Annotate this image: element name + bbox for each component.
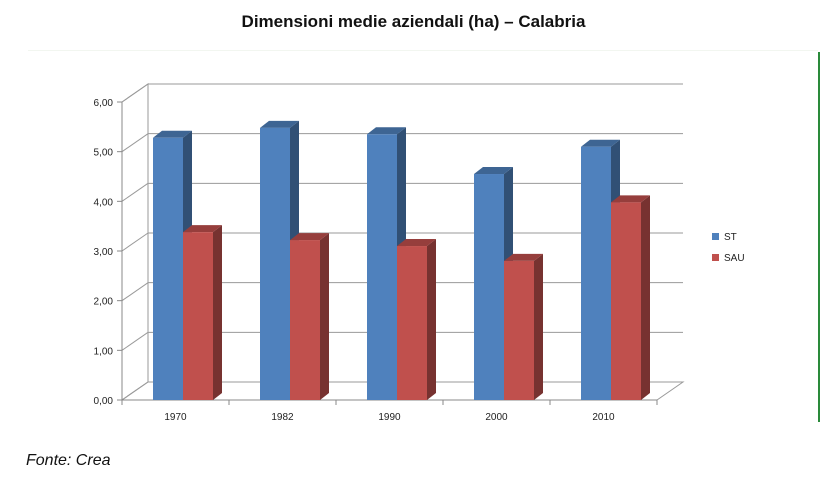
bar-front [397,246,427,400]
legend-swatch-st [712,233,719,240]
y-tick-label: 1,00 [94,346,114,357]
bar-top [474,167,513,175]
x-axis: 1970 1982 1990 2000 2010 [121,399,658,423]
bar-top [183,225,222,233]
bar-top [397,239,436,247]
gridline-side [121,381,149,401]
gridline-side [121,83,149,103]
chart-title: Dimensioni medie aziendali (ha) – Calabr… [241,12,586,31]
bar-sau-1990 [397,239,436,400]
y-axis: 0,00 1,00 2,00 3,00 4,00 5,00 6,00 [94,98,123,407]
bar-side [213,225,222,400]
bar-sau-2010 [611,195,650,400]
bar-sau-2000 [504,253,543,400]
top-divider [28,50,818,51]
x-tick-label: 1990 [378,412,401,423]
legend-label-st: ST [724,232,737,243]
x-tick-label: 2010 [592,412,615,423]
bar-side [427,239,436,400]
right-border-line [818,52,820,422]
bar-front [290,240,320,400]
bar-sau-1982 [290,233,329,400]
gridline-side [121,282,149,302]
bar-side [534,253,543,400]
y-tick-label: 2,00 [94,297,114,308]
bar-top [611,195,650,203]
gridline-side [121,331,149,351]
bar-top [260,120,299,128]
bar-front [504,260,534,400]
bar-top [290,233,329,241]
x-tick-label: 1970 [164,412,187,423]
bar-side [641,195,650,400]
y-tick-label: 6,00 [94,98,114,109]
source-note: Fonte: Crea [26,452,111,469]
y-tick-label: 0,00 [94,396,114,407]
x-tick-label: 1982 [271,412,294,423]
bar-front [581,146,611,400]
bar-front [183,232,213,400]
bar-front [367,134,397,401]
bar-top [367,127,406,135]
bar-top [153,130,192,138]
legend: ST SAU [712,232,745,264]
gridline-side [121,133,149,153]
y-tick-label: 4,00 [94,197,114,208]
y-tick-label: 3,00 [94,247,114,258]
bar-sau-1970 [183,225,222,400]
gridline-side [121,182,149,202]
bars [153,120,650,401]
bar-front [474,174,504,400]
bar-side [320,233,329,400]
bar-top [504,253,543,261]
bar-front [611,202,641,400]
x-tick-label: 2000 [485,412,508,423]
bar-front [260,127,290,401]
legend-label-sau: SAU [724,253,745,264]
y-tick-label: 5,00 [94,148,114,159]
legend-swatch-sau [712,254,719,261]
bar-front [153,137,183,400]
gridline-side [121,232,149,252]
bar-top [581,139,620,147]
